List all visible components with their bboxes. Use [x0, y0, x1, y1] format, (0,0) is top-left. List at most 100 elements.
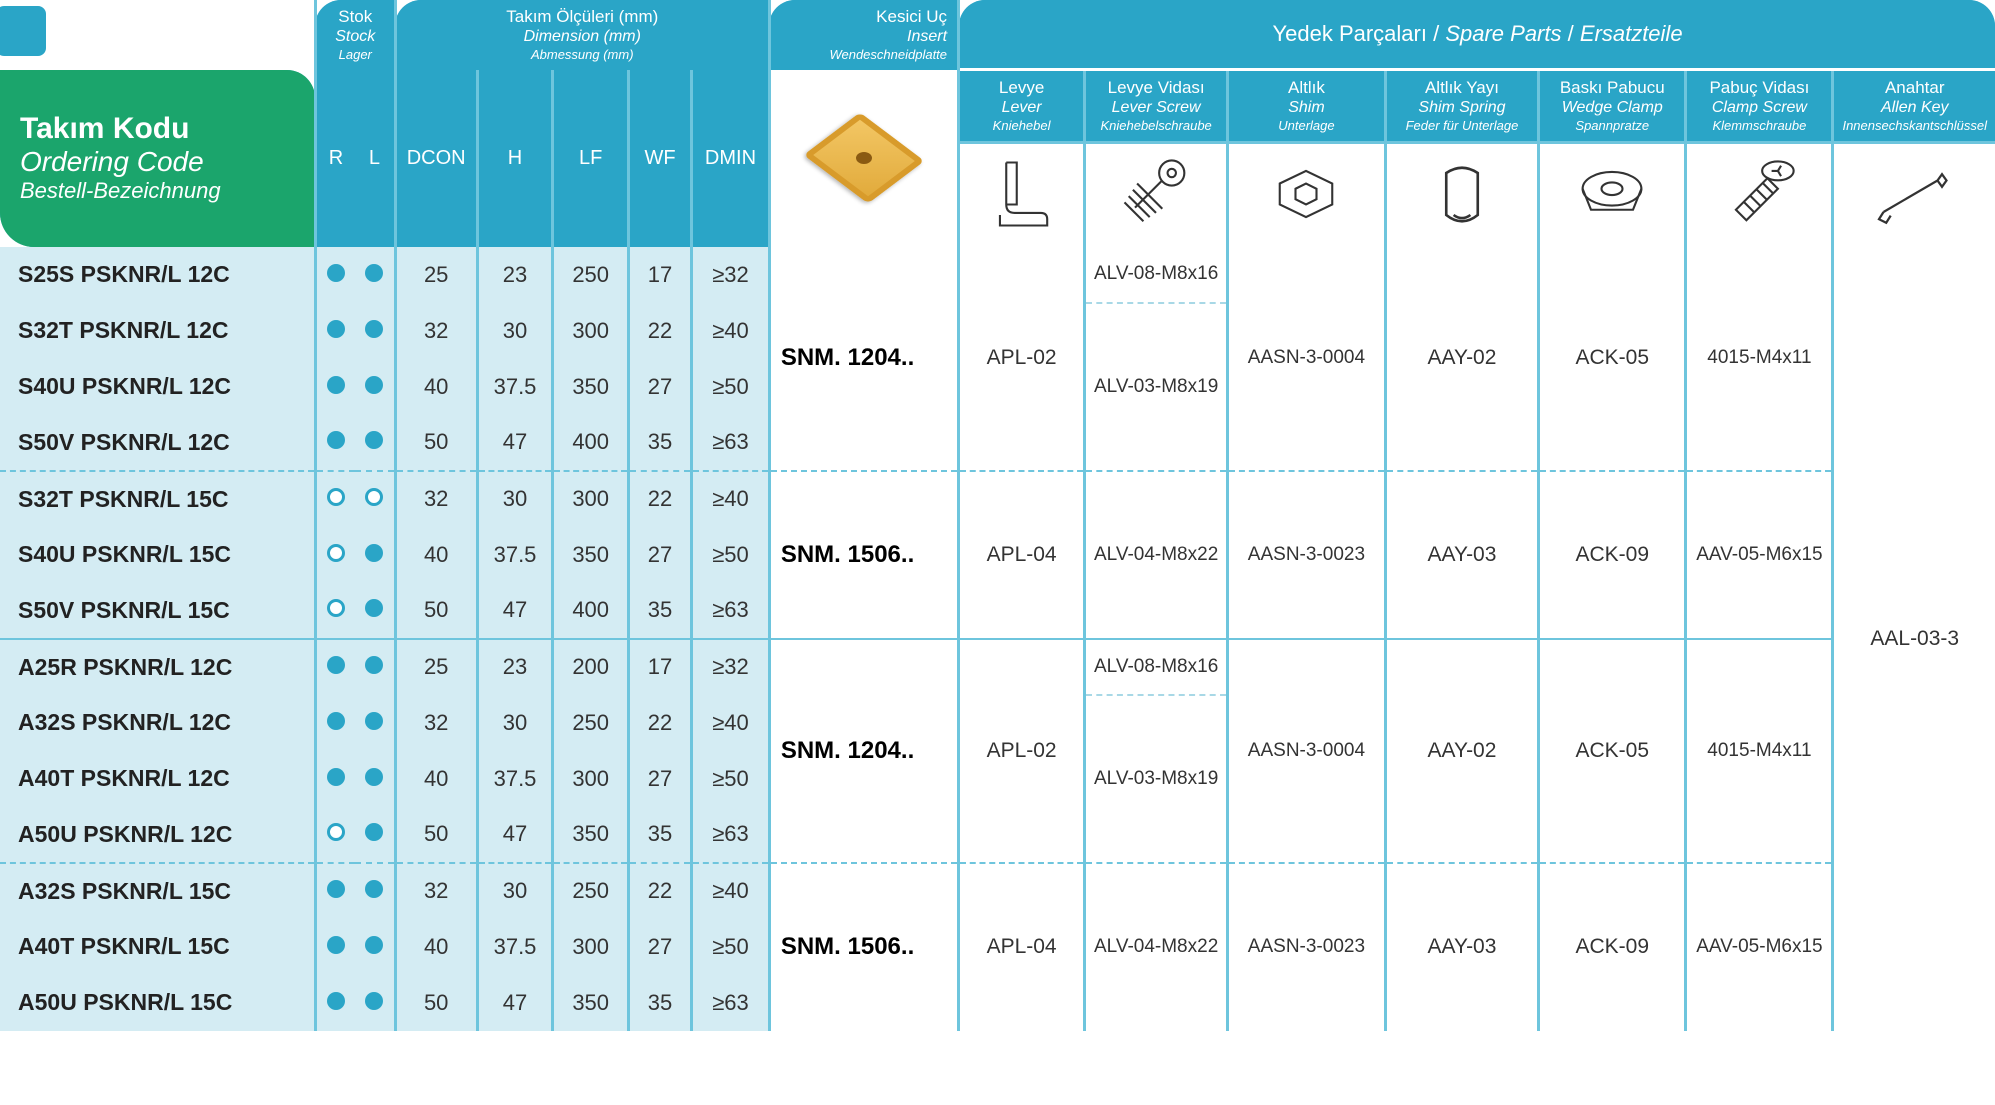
dim-cell: 27: [629, 527, 692, 583]
screw-top-cell: ALV-08-M8x16: [1085, 247, 1228, 303]
stock-l-cell: [355, 527, 395, 583]
dim-dcon: DCON: [395, 70, 477, 247]
cscrew-cell: 4015-M4x11: [1686, 639, 1833, 863]
dim-cell: 37.5: [477, 359, 553, 415]
part-h-1: Levye VidasıLever ScrewKniehebelschraube: [1085, 70, 1228, 143]
stock-r-cell: [315, 359, 355, 415]
dim-cell: 23: [477, 247, 553, 303]
dim-cell: ≥40: [692, 863, 770, 919]
stock-dot: [365, 599, 383, 617]
stock-l-cell: [355, 751, 395, 807]
header-row-2: Takım Kodu Ordering Code Bestell-Bezeich…: [0, 70, 1995, 143]
stock-r-cell: [315, 807, 355, 863]
stock-dot: [327, 823, 345, 841]
dim-cell: 25: [395, 247, 477, 303]
clamp-cell: ACK-09: [1539, 471, 1686, 639]
stock-dot: [327, 488, 345, 506]
dim-cell: 250: [553, 695, 629, 751]
spring-cell: AAY-02: [1385, 639, 1538, 863]
lever-icon: [959, 142, 1085, 247]
lever-cell: APL-02: [959, 247, 1085, 471]
dim-cell: 27: [629, 359, 692, 415]
allen-cell: AAL-03-3: [1833, 247, 1995, 1031]
screw-cell: ALV-04-M8x22: [1085, 471, 1228, 639]
stock-r-cell: [315, 695, 355, 751]
spring-cell: AAY-02: [1385, 247, 1538, 471]
stock-l-cell: [355, 695, 395, 751]
part-h-3: Altlık YayıShim SpringFeder für Unterlag…: [1385, 70, 1538, 143]
dim-cell: 50: [395, 807, 477, 863]
dim-wf: WF: [629, 70, 692, 247]
stock-r-cell: [315, 919, 355, 975]
stock-dot: [365, 320, 383, 338]
insert-cell: SNM. 1506..: [769, 471, 958, 639]
dim-cell: 22: [629, 303, 692, 359]
clamp-cell: ACK-05: [1539, 639, 1686, 863]
dim-cell: 30: [477, 863, 553, 919]
dim-cell: 50: [395, 975, 477, 1031]
dim-cell: 17: [629, 639, 692, 695]
code-cell: A40T PSKNR/L 12C: [0, 751, 315, 807]
code-cell: A32S PSKNR/L 12C: [0, 695, 315, 751]
cscrew-cell: 4015-M4x11: [1686, 247, 1833, 471]
stock-l-cell: [355, 639, 395, 695]
dim-cell: 27: [629, 751, 692, 807]
dim-cell: 400: [553, 583, 629, 639]
dim-cell: 35: [629, 807, 692, 863]
dim-dmin: DMIN: [692, 70, 770, 247]
code-header: Takım Kodu Ordering Code Bestell-Bezeich…: [0, 70, 315, 247]
dim-cell: 50: [395, 583, 477, 639]
shim-cell: AASN-3-0004: [1228, 639, 1386, 863]
table-row: S25S PSKNR/L 12C252325017≥32SNM. 1204..A…: [0, 247, 1995, 303]
spring-icon: [1385, 142, 1538, 247]
shim-cell: AASN-3-0004: [1228, 247, 1386, 471]
stock-dot: [327, 431, 345, 449]
spec-table: StokStockLager Takım Ölçüleri (mm)Dimens…: [0, 0, 1995, 1031]
clamp-cell: ACK-05: [1539, 247, 1686, 471]
stock-l-cell: [355, 583, 395, 639]
dim-cell: 32: [395, 863, 477, 919]
insert-icon: [803, 112, 924, 203]
stock-dot: [365, 431, 383, 449]
dim-cell: 47: [477, 583, 553, 639]
stock-r-cell: [315, 583, 355, 639]
dim-cell: 40: [395, 919, 477, 975]
dim-cell: 50: [395, 415, 477, 471]
table-row: A32S PSKNR/L 15C323025022≥40SNM. 1506..A…: [0, 863, 1995, 919]
allen-icon: [1833, 142, 1995, 247]
clamp-screw-icon: [1686, 142, 1833, 247]
code-cell: S40U PSKNR/L 12C: [0, 359, 315, 415]
dim-cell: 35: [629, 975, 692, 1031]
part-h-5: Pabuç VidasıClamp ScrewKlemmschraube: [1686, 70, 1833, 143]
dim-cell: 350: [553, 975, 629, 1031]
dim-cell: 37.5: [477, 751, 553, 807]
cscrew-cell: AAV-05-M6x15: [1686, 863, 1833, 1031]
dim-cell: 30: [477, 303, 553, 359]
stock-header: StokStockLager: [315, 0, 395, 70]
screw-cell: ALV-04-M8x22: [1085, 863, 1228, 1031]
part-h-0: LevyeLeverKniehebel: [959, 70, 1085, 143]
dim-cell: 40: [395, 527, 477, 583]
stock-dot: [365, 768, 383, 786]
code-cell: S32T PSKNR/L 15C: [0, 471, 315, 527]
shim-cell: AASN-3-0023: [1228, 471, 1386, 639]
stock-r-cell: [315, 471, 355, 527]
screw-cell: ALV-03-M8x19: [1085, 695, 1228, 863]
dim-cell: 30: [477, 471, 553, 527]
stock-dot: [327, 376, 345, 394]
dim-cell: 22: [629, 471, 692, 527]
code-cell: A40T PSKNR/L 15C: [0, 919, 315, 975]
stock-dot: [327, 544, 345, 562]
dim-cell: 40: [395, 751, 477, 807]
code-cell: A32S PSKNR/L 15C: [0, 863, 315, 919]
dim-cell: ≥32: [692, 247, 770, 303]
spring-cell: AAY-03: [1385, 471, 1538, 639]
stock-dot: [365, 544, 383, 562]
stock-r-cell: [315, 527, 355, 583]
stock-dot: [327, 936, 345, 954]
dim-cell: 17: [629, 247, 692, 303]
dim-cell: 30: [477, 695, 553, 751]
dim-cell: ≥40: [692, 303, 770, 359]
dim-cell: 250: [553, 863, 629, 919]
insert-cell: SNM. 1506..: [769, 863, 958, 1031]
